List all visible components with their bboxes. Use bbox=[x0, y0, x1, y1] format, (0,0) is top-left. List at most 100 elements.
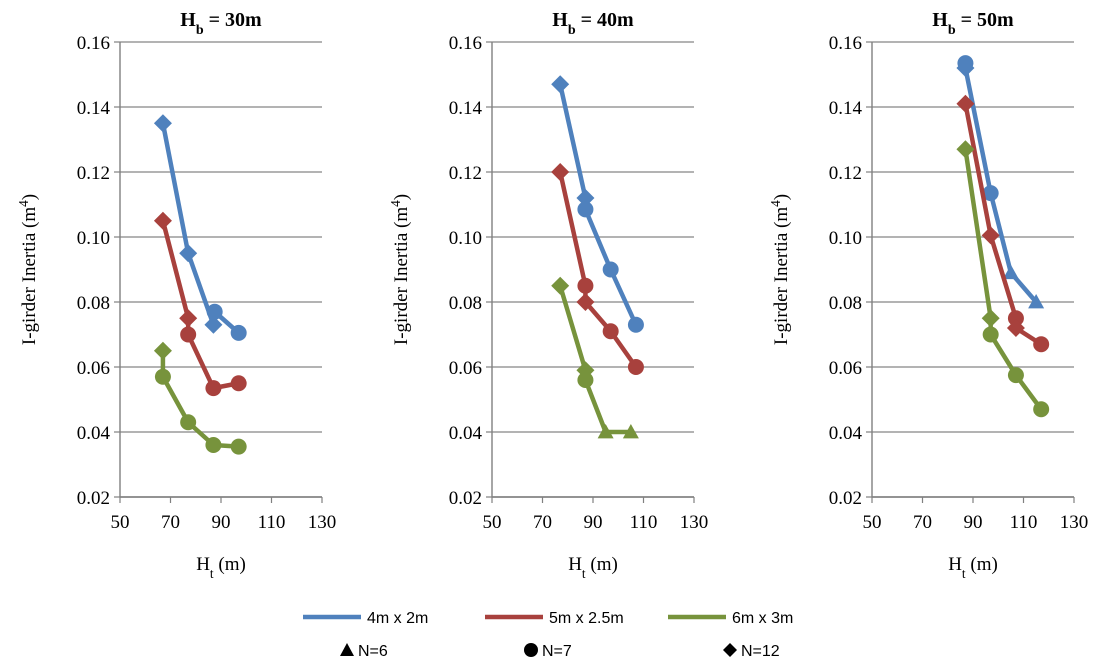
y-tick-label: 0.04 bbox=[829, 423, 863, 444]
data-point-circle bbox=[577, 201, 594, 218]
series-line bbox=[557, 283, 634, 435]
x-tick-label: 90 bbox=[964, 512, 983, 533]
chart-panels: 0.02 0.04 0.06 0.08 0.10 0.12 0.14 0.16 50 70 90 11… bbox=[16, 9, 1089, 581]
x-tick-label: 110 bbox=[1010, 512, 1038, 533]
y-tick-label: 0.08 bbox=[77, 293, 110, 314]
y-tick-label: 0.12 bbox=[449, 163, 482, 184]
data-point-circle bbox=[1007, 367, 1024, 384]
data-point-circle bbox=[577, 372, 594, 388]
data-point-circle bbox=[180, 414, 197, 431]
series-4m-x-2m bbox=[551, 75, 644, 333]
y-tick-label: 0.02 bbox=[829, 488, 862, 509]
data-point-triangle bbox=[1028, 294, 1045, 309]
series-6m-x-3m bbox=[551, 276, 639, 439]
y-tick-label: 0.16 bbox=[77, 33, 110, 54]
data-point-circle bbox=[982, 326, 999, 343]
x-tick-label: 130 bbox=[308, 512, 337, 533]
legend-marker-label: N=7 bbox=[542, 643, 572, 660]
y-tick-label: 0.14 bbox=[829, 98, 863, 119]
data-point-diamond bbox=[179, 309, 198, 328]
legend-marker-circle bbox=[524, 643, 538, 657]
chart-title: Hb = 50m bbox=[932, 9, 1014, 38]
data-point-circle bbox=[602, 261, 619, 278]
data-point-circle bbox=[230, 324, 247, 341]
x-axis-label: Ht (m) bbox=[196, 554, 246, 581]
x-tick-label: 50 bbox=[863, 512, 882, 533]
chart-panel-3: 0.02 0.04 0.06 0.08 0.10 0.12 0.14 0.16 50 70 90 11… bbox=[768, 9, 1089, 581]
data-point-diamond bbox=[981, 226, 1000, 245]
series-line bbox=[160, 218, 241, 391]
data-point-diamond bbox=[956, 94, 975, 113]
chart-legend: 4m x 2m 5m x 2.5m 6m x 3m N=6 N=7 N=12 bbox=[303, 610, 793, 660]
data-point-diamond bbox=[1006, 319, 1025, 337]
x-tick-label: 90 bbox=[584, 512, 603, 533]
data-point-diamond bbox=[204, 315, 223, 334]
y-tick-label: 0.12 bbox=[77, 163, 110, 184]
y-tick-label: 0.02 bbox=[77, 488, 110, 509]
data-point-diamond bbox=[551, 276, 570, 295]
series-line bbox=[557, 169, 639, 370]
data-point-triangle bbox=[597, 424, 614, 439]
series-6m-x-3m bbox=[153, 341, 247, 455]
series-5m-x-2.5m bbox=[153, 211, 247, 397]
y-tick-label: 0.06 bbox=[77, 358, 110, 379]
data-point-circle bbox=[154, 368, 171, 385]
y-tick-label: 0.16 bbox=[829, 33, 862, 54]
x-tick-label: 50 bbox=[111, 512, 130, 533]
y-tick-label: 0.02 bbox=[449, 488, 482, 509]
y-tick-label: 0.10 bbox=[829, 228, 862, 249]
data-point-circle bbox=[1007, 310, 1024, 327]
y-tick-label: 0.14 bbox=[77, 98, 111, 119]
series-line bbox=[557, 82, 639, 327]
data-point-diamond bbox=[153, 341, 172, 360]
x-tick-label: 70 bbox=[913, 512, 932, 533]
legend-marker-triangle bbox=[340, 643, 354, 656]
data-point-diamond bbox=[956, 59, 975, 77]
series-5m-x-2.5m bbox=[956, 94, 1050, 353]
series-4m-x-2m bbox=[956, 55, 1045, 309]
data-point-circle bbox=[602, 323, 619, 340]
legend-series-label: 5m x 2.5m bbox=[549, 610, 624, 627]
series-4m-x-2m bbox=[153, 114, 247, 341]
legend-marker-diamond bbox=[723, 643, 737, 657]
y-tick-label: 0.16 bbox=[449, 33, 482, 54]
data-point-circle bbox=[180, 326, 197, 343]
x-tick-label: 110 bbox=[258, 512, 286, 533]
data-point-diamond bbox=[576, 189, 595, 207]
y-axis-label: I-girder Inertia (m4) bbox=[768, 194, 793, 345]
series-6m-x-3m bbox=[956, 140, 1050, 418]
data-point-circle bbox=[1033, 401, 1050, 418]
y-tick-label: 0.04 bbox=[77, 423, 111, 444]
x-tick-label: 130 bbox=[1060, 512, 1089, 533]
y-axis-label: I-girder Inertia (m4) bbox=[16, 194, 41, 345]
chart-panel-2: 0.02 0.04 0.06 0.08 0.10 0.12 0.14 0.16 50 70 90 11… bbox=[388, 9, 709, 581]
y-tick-label: 0.06 bbox=[449, 358, 482, 379]
data-point-triangle bbox=[622, 424, 639, 439]
y-axis-label: I-girder Inertia (m4) bbox=[388, 194, 413, 345]
y-tick-label: 0.10 bbox=[449, 228, 482, 249]
data-point-circle bbox=[982, 185, 999, 202]
data-point-diamond bbox=[153, 211, 172, 230]
data-point-circle bbox=[205, 380, 222, 397]
data-point-diamond bbox=[179, 244, 198, 263]
y-tick-label: 0.14 bbox=[449, 98, 483, 119]
x-axis-label: Ht (m) bbox=[948, 554, 998, 581]
series-5m-x-2.5m bbox=[551, 163, 644, 375]
data-point-circle bbox=[230, 438, 247, 455]
x-tick-label: 90 bbox=[212, 512, 231, 533]
legend-marker-label: N=6 bbox=[358, 643, 388, 660]
y-tick-label: 0.06 bbox=[829, 358, 862, 379]
x-axis-label: Ht (m) bbox=[568, 554, 618, 581]
y-tick-label: 0.10 bbox=[77, 228, 110, 249]
legend-series-label: 6m x 3m bbox=[732, 610, 793, 627]
data-point-diamond bbox=[956, 140, 975, 159]
data-point-circle bbox=[627, 359, 644, 375]
data-point-circle bbox=[627, 316, 644, 333]
chart-title: Hb = 40m bbox=[552, 9, 634, 38]
x-tick-label: 110 bbox=[630, 512, 658, 533]
data-point-diamond bbox=[551, 163, 570, 181]
x-tick-label: 50 bbox=[483, 512, 502, 533]
legend-series-label: 4m x 2m bbox=[367, 610, 428, 627]
data-point-circle bbox=[577, 277, 594, 294]
chart-title: Hb = 30m bbox=[180, 9, 262, 38]
